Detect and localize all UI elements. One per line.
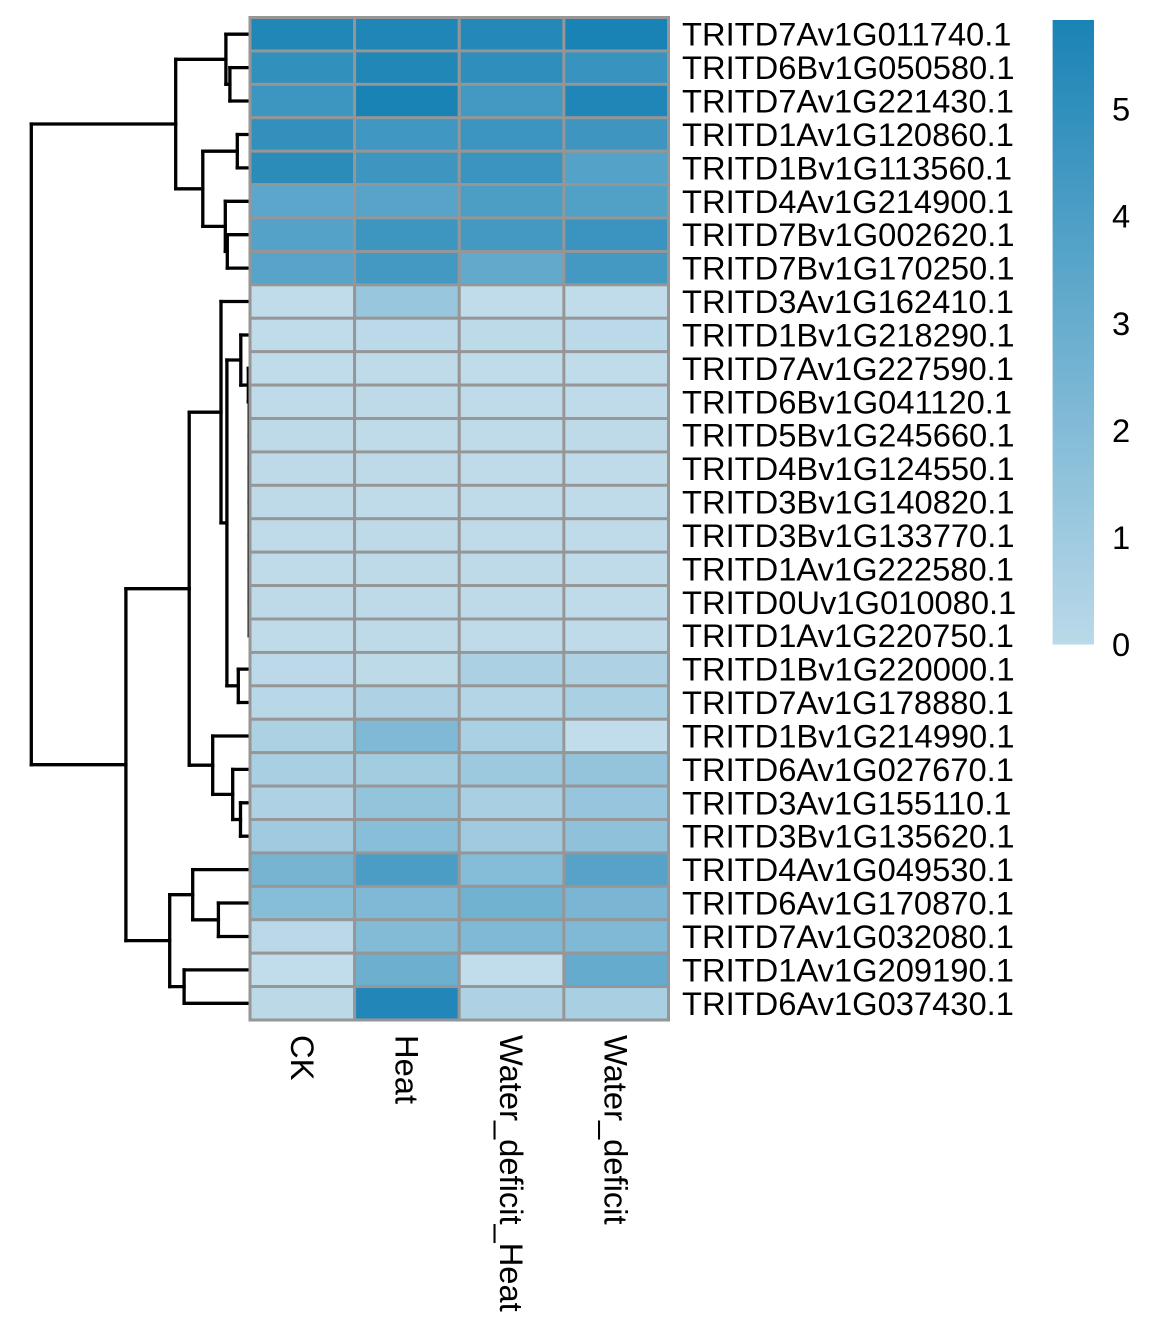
svg-text:TRITD7Av1G032080.1: TRITD7Av1G032080.1 [682,918,1014,955]
svg-text:TRITD6Bv1G050580.1: TRITD6Bv1G050580.1 [682,49,1015,86]
svg-text:Heat: Heat [388,1035,425,1104]
svg-text:Water_deficit: Water_deficit [598,1035,635,1225]
svg-text:TRITD0Uv1G010080.1: TRITD0Uv1G010080.1 [682,584,1016,621]
svg-text:TRITD7Av1G178880.1: TRITD7Av1G178880.1 [682,684,1014,721]
svg-text:0: 0 [1112,626,1130,663]
svg-text:TRITD4Av1G214900.1: TRITD4Av1G214900.1 [682,183,1014,220]
svg-text:Water_deficit_Heat: Water_deficit_Heat [493,1035,530,1312]
svg-text:5: 5 [1112,91,1130,128]
svg-text:TRITD3Av1G155110.1: TRITD3Av1G155110.1 [682,784,1011,821]
svg-text:TRITD6Av1G037430.1: TRITD6Av1G037430.1 [682,985,1014,1022]
svg-text:TRITD1Bv1G113560.1: TRITD1Bv1G113560.1 [682,149,1012,186]
svg-text:TRITD7Av1G011740.1: TRITD7Av1G011740.1 [682,16,1011,53]
svg-text:1: 1 [1112,519,1130,556]
svg-text:TRITD3Av1G162410.1: TRITD3Av1G162410.1 [682,283,1014,320]
svg-text:TRITD3Bv1G135620.1: TRITD3Bv1G135620.1 [682,818,1015,855]
svg-text:TRITD1Av1G220750.1: TRITD1Av1G220750.1 [682,617,1014,654]
svg-text:TRITD1Bv1G218290.1: TRITD1Bv1G218290.1 [682,317,1015,354]
svg-text:TRITD1Bv1G220000.1: TRITD1Bv1G220000.1 [682,651,1015,688]
svg-text:TRITD1Bv1G214990.1: TRITD1Bv1G214990.1 [682,718,1015,755]
svg-text:TRITD1Av1G209190.1: TRITD1Av1G209190.1 [682,951,1014,988]
svg-text:TRITD1Av1G120860.1: TRITD1Av1G120860.1 [682,116,1014,153]
svg-text:TRITD6Bv1G041120.1: TRITD6Bv1G041120.1 [682,383,1012,420]
svg-text:4: 4 [1112,198,1130,235]
svg-text:TRITD7Av1G227590.1: TRITD7Av1G227590.1 [682,350,1014,387]
svg-text:TRITD7Bv1G170250.1: TRITD7Bv1G170250.1 [682,250,1015,287]
svg-text:CK: CK [284,1035,321,1081]
svg-text:2: 2 [1112,412,1130,449]
svg-text:TRITD7Av1G221430.1: TRITD7Av1G221430.1 [682,83,1014,120]
svg-text:TRITD5Bv1G245660.1: TRITD5Bv1G245660.1 [682,417,1015,454]
svg-text:3: 3 [1112,305,1130,342]
svg-text:TRITD1Av1G222580.1: TRITD1Av1G222580.1 [682,550,1014,587]
svg-text:TRITD4Av1G049530.1: TRITD4Av1G049530.1 [682,851,1014,888]
svg-text:TRITD7Bv1G002620.1: TRITD7Bv1G002620.1 [682,216,1015,253]
svg-text:TRITD3Bv1G140820.1: TRITD3Bv1G140820.1 [682,484,1015,521]
svg-text:TRITD4Bv1G124550.1: TRITD4Bv1G124550.1 [682,450,1015,487]
svg-text:TRITD6Av1G170870.1: TRITD6Av1G170870.1 [682,885,1014,922]
svg-text:TRITD3Bv1G133770.1: TRITD3Bv1G133770.1 [682,517,1015,554]
svg-text:TRITD6Av1G027670.1: TRITD6Av1G027670.1 [682,751,1014,788]
